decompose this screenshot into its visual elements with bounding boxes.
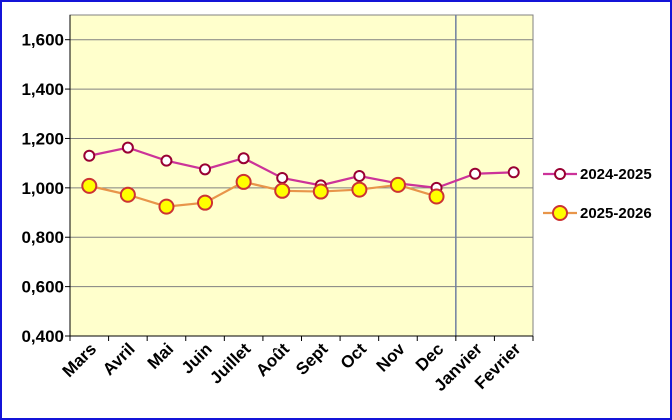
series-2 (81, 173, 445, 215)
data-point (312, 183, 329, 200)
data-point (351, 181, 368, 198)
series-line (89, 146, 514, 189)
data-point (197, 194, 214, 211)
data-point (274, 182, 291, 199)
series-1 (83, 141, 520, 194)
legend-swatch-marker (552, 205, 568, 221)
legend-label: 2025-2026 (580, 205, 652, 222)
x-tick-label: Sept (292, 339, 332, 379)
y-tick-label: 1,000 (21, 179, 64, 198)
data-point (160, 154, 173, 167)
data-point (276, 171, 289, 184)
plot-area (69, 14, 534, 337)
y-tick-label: 1,600 (21, 31, 64, 50)
data-point (121, 141, 134, 154)
y-tick-label: 1,400 (21, 80, 64, 99)
legend-label: 2024-2025 (580, 166, 652, 183)
data-point (235, 173, 252, 190)
y-tick-label: 0,400 (21, 327, 64, 346)
x-tick-label: Mars (59, 339, 100, 380)
series-group (81, 141, 520, 215)
data-point (237, 152, 250, 165)
axes (65, 15, 534, 341)
x-tick-label: Août (252, 339, 293, 380)
legend: 2024-2025 2025-2026 (543, 166, 652, 222)
x-tick-label: Mai (144, 339, 177, 372)
data-point (507, 166, 520, 179)
data-point (81, 177, 98, 194)
data-point (428, 188, 445, 205)
data-point (389, 176, 406, 193)
data-point (83, 149, 96, 162)
y-tick-label: 0,800 (21, 228, 64, 247)
series-line (89, 180, 437, 208)
data-point (469, 167, 482, 180)
gridlines (70, 39, 533, 337)
legend-swatch-marker (554, 168, 566, 180)
data-point (199, 163, 212, 176)
data-point (353, 169, 366, 182)
y-tick-labels: 0,400 0,600 0,800 1,000 1,200 1,400 1,600 (21, 31, 64, 346)
x-tick-label: Avril (99, 339, 139, 379)
x-tick-label: Nov (373, 339, 410, 376)
data-point (158, 198, 175, 215)
y-tick-label: 1,200 (21, 129, 64, 148)
x-tick-label: Juillet (206, 339, 254, 387)
y-tick-label: 0,600 (21, 278, 64, 297)
x-tick-label: Oct (337, 339, 371, 373)
data-point (119, 186, 136, 203)
